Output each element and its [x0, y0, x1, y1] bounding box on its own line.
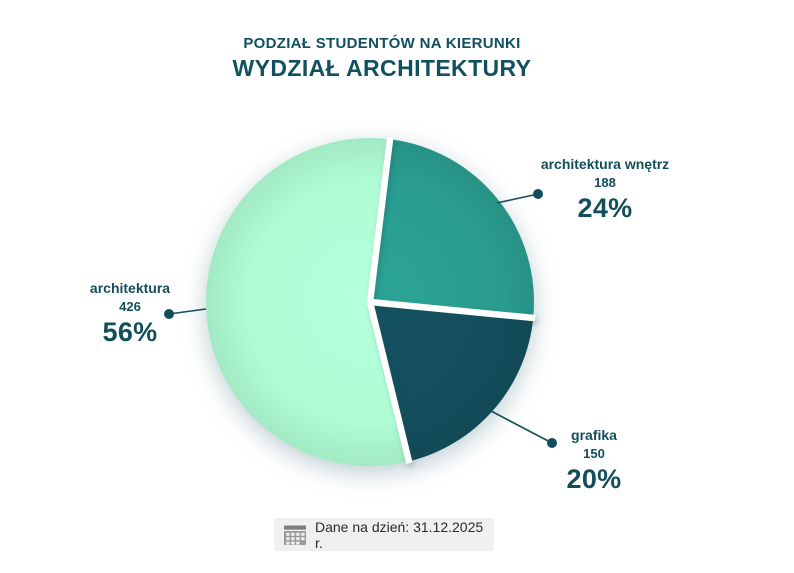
slice-separator — [366, 301, 413, 465]
leader-line — [168, 308, 207, 315]
pie-slice-architektura-wnętrz — [370, 139, 534, 318]
slice-percent: 24% — [577, 193, 633, 223]
title-block: PODZIAŁ STUDENTÓW NA KIERUNKI WYDZIAŁ AR… — [0, 35, 764, 82]
chart-subtitle: WYDZIAŁ ARCHITEKTURY — [232, 55, 532, 81]
calendar-icon — [284, 525, 306, 545]
leader-dot — [164, 309, 174, 319]
leader-dot — [533, 189, 543, 199]
slice-separator — [369, 298, 536, 322]
slice-name: architektura wnętrz — [540, 156, 670, 172]
slice-value: 188 — [594, 175, 616, 190]
slice-name: architektura — [89, 280, 171, 296]
slice-percent: 56% — [102, 317, 158, 347]
leader-line — [496, 193, 539, 204]
leader-line — [490, 410, 553, 444]
slice-separator — [366, 136, 394, 303]
data-date-text: Dane na dzień: 31.12.2025 r. — [315, 518, 484, 551]
slice-value: 426 — [119, 299, 141, 314]
slice-value: 150 — [583, 446, 605, 461]
slice-callout-architektura-wnetrz: architektura wnętrz 188 24% — [541, 156, 669, 223]
pie-slice-grafika — [370, 302, 534, 462]
pie-slice-architektura — [206, 137, 409, 466]
slice-callout-architektura: architektura 426 56% — [90, 280, 170, 347]
leader-dot — [547, 438, 557, 448]
slice-name: grafika — [571, 427, 617, 443]
slice-callout-grafika: grafika 150 20% — [567, 427, 622, 494]
slice-percent: 20% — [566, 464, 622, 494]
chart-title: PODZIAŁ STUDENTÓW NA KIERUNKI — [243, 35, 521, 52]
data-date-badge: Dane na dzień: 31.12.2025 r. — [274, 518, 494, 551]
